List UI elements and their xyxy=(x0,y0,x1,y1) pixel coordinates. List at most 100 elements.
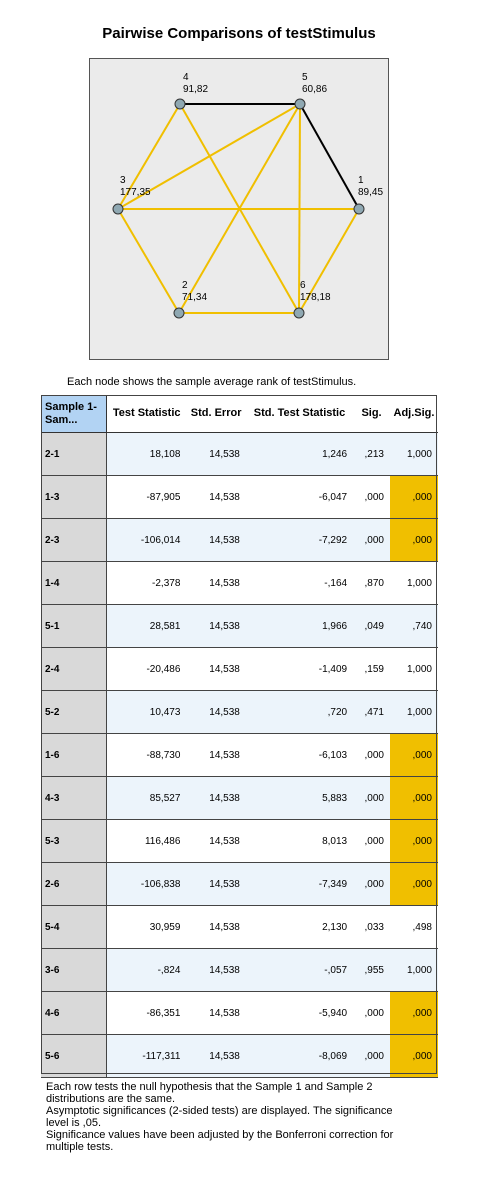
table-row: 5-4 30,959 14,538 2,130,033,498 xyxy=(41,905,438,949)
cell-adj-sig: ,000 xyxy=(389,475,438,519)
cell-pair: 5-3 xyxy=(41,819,107,863)
cell-test-statistic: 10,473 xyxy=(106,690,187,734)
cell-std-test-statistic: 8,013 xyxy=(245,819,354,863)
cell-pair: 2-1 xyxy=(41,432,107,476)
table-row: 2-4 -20,486 14,538 -1,409,159 1,000 xyxy=(41,647,438,691)
cell-std-error: 14,538 xyxy=(186,561,246,605)
cell-sig: ,870 xyxy=(353,561,390,605)
cell-std-test-statistic: -,057 xyxy=(245,948,354,992)
cell-pair: 4-6 xyxy=(41,991,107,1035)
cell-adj-sig: 1,000 xyxy=(389,690,438,734)
cell-std-test-statistic: 1,966 xyxy=(245,604,354,648)
cell-test-statistic: -,824 xyxy=(106,948,187,992)
cell-std-test-statistic: -5,940 xyxy=(245,991,354,1035)
cell-pair: 4-3 xyxy=(41,776,107,820)
cell-test-statistic: 30,959 xyxy=(106,905,187,949)
cell-std-test-statistic: -7,349 xyxy=(245,862,354,906)
node-id: 4 xyxy=(183,72,189,83)
cell-adj-sig: 1,000 xyxy=(389,561,438,605)
cell-sig: ,000 xyxy=(353,733,390,777)
cell-std-error: 14,538 xyxy=(186,604,246,648)
cell-adj-sig: 1,000 xyxy=(389,432,438,476)
footnote-3: Significance values have been adjusted b… xyxy=(46,1129,394,1153)
cell-pair: 3-6 xyxy=(41,948,107,992)
edge-5-3 xyxy=(117,103,301,210)
cell-sig: ,000 xyxy=(353,518,390,562)
cell-adj-sig: 1,000 xyxy=(389,948,438,992)
col-test-statistic[interactable]: Test Statistic xyxy=(106,395,187,433)
cell-pair: 1-4 xyxy=(41,561,107,605)
table-row: 5-2 10,473 14,538,720,471 1,000 xyxy=(41,690,438,734)
cell-adj-sig: ,000 xyxy=(389,819,438,863)
graph-caption: Each node shows the sample average rank … xyxy=(67,376,357,388)
node-rank: 89,45 xyxy=(358,187,384,198)
node-rank: 177,35 xyxy=(120,187,151,198)
col-sig[interactable]: Sig. xyxy=(353,395,390,433)
cell-std-error: 14,538 xyxy=(186,862,246,906)
cell-std-error: 14,538 xyxy=(186,991,246,1035)
node-6 xyxy=(293,307,305,319)
cell-sig: ,049 xyxy=(353,604,390,648)
cell-pair: 2-4 xyxy=(41,647,107,691)
table-row: 5-3 116,486 14,538 8,013,000,000 xyxy=(41,819,438,863)
cell-sig: ,033 xyxy=(353,905,390,949)
node-id: 2 xyxy=(182,280,188,291)
cell-test-statistic: 28,581 xyxy=(106,604,187,648)
node-id: 5 xyxy=(302,72,308,83)
cell-std-error: 14,538 xyxy=(186,819,246,863)
node-rank: 60,86 xyxy=(302,84,328,95)
table-row: 5-6 -117,311 14,538 -8,069,000,000 xyxy=(41,1034,438,1078)
cell-std-error: 14,538 xyxy=(186,690,246,734)
cell-std-test-statistic: -,164 xyxy=(245,561,354,605)
graph-svg xyxy=(112,98,365,319)
node-2 xyxy=(173,307,185,319)
table-row: 4-3 85,527 14,538 5,883,000,000 xyxy=(41,776,438,820)
node-label-3: 3 177,35 xyxy=(120,175,151,199)
node-id: 1 xyxy=(358,175,364,186)
col-adj-sig[interactable]: Adj.Sig. xyxy=(389,395,438,433)
col-std-test-statistic[interactable]: Std. Test Statistic xyxy=(245,395,354,433)
cell-sig: ,000 xyxy=(353,1034,390,1078)
cell-std-error: 14,538 xyxy=(186,432,246,476)
footnote-2: Asymptotic significances (2-sided tests)… xyxy=(46,1105,393,1129)
node-label-5: 5 60,86 xyxy=(302,72,327,96)
cell-adj-sig: 1,000 xyxy=(389,647,438,691)
cell-test-statistic: 116,486 xyxy=(106,819,187,863)
cell-std-test-statistic: 2,130 xyxy=(245,905,354,949)
edge-2-3 xyxy=(117,208,180,314)
cell-pair: 5-2 xyxy=(41,690,107,734)
table-row: 4-6 -86,351 14,538 -5,940,000,000 xyxy=(41,991,438,1035)
table-row: 1-6 -88,730 14,538 -6,103,000,000 xyxy=(41,733,438,777)
cell-std-test-statistic: ,720 xyxy=(245,690,354,734)
cell-test-statistic: 85,527 xyxy=(106,776,187,820)
col-std-error[interactable]: Std. Error xyxy=(186,395,246,433)
cell-pair: 5-4 xyxy=(41,905,107,949)
node-id: 3 xyxy=(120,175,126,186)
table-row: 1-3 -87,905 14,538 -6,047,000,000 xyxy=(41,475,438,519)
cell-std-error: 14,538 xyxy=(186,733,246,777)
cell-adj-sig: ,740 xyxy=(389,604,438,648)
cell-std-test-statistic: -6,103 xyxy=(245,733,354,777)
cell-sig: ,000 xyxy=(353,819,390,863)
table-body: 2-1 18,108 14,538 1,246,213 1,000 1-3 -87,905 1… xyxy=(41,432,438,1078)
cell-std-test-statistic: 1,246 xyxy=(245,432,354,476)
cell-adj-sig: ,000 xyxy=(389,1034,438,1078)
cell-test-statistic: -87,905 xyxy=(106,475,187,519)
cell-std-test-statistic: -8,069 xyxy=(245,1034,354,1078)
cell-std-error: 14,538 xyxy=(186,475,246,519)
cell-std-error: 14,538 xyxy=(186,1034,246,1078)
node-label-2: 2 71,34 xyxy=(182,280,207,304)
cell-adj-sig: ,000 xyxy=(389,776,438,820)
cell-std-test-statistic: -7,292 xyxy=(245,518,354,562)
cell-sig: ,159 xyxy=(353,647,390,691)
cell-std-test-statistic: -6,047 xyxy=(245,475,354,519)
cell-test-statistic: 18,108 xyxy=(106,432,187,476)
cell-test-statistic: -86,351 xyxy=(106,991,187,1035)
cell-pair: 2-6 xyxy=(41,862,107,906)
comparisons-table: Sample 1-Sam... Test Statistic Std. Erro… xyxy=(41,395,438,1078)
table-row: 5-1 28,581 14,538 1,966,049,740 xyxy=(41,604,438,648)
col-sample[interactable]: Sample 1-Sam... xyxy=(41,395,107,433)
node-label-4: 4 91,82 xyxy=(183,72,208,96)
table-row: 2-6 -106,838 14,538 -7,349,000,000 xyxy=(41,862,438,906)
cell-sig: ,000 xyxy=(353,862,390,906)
